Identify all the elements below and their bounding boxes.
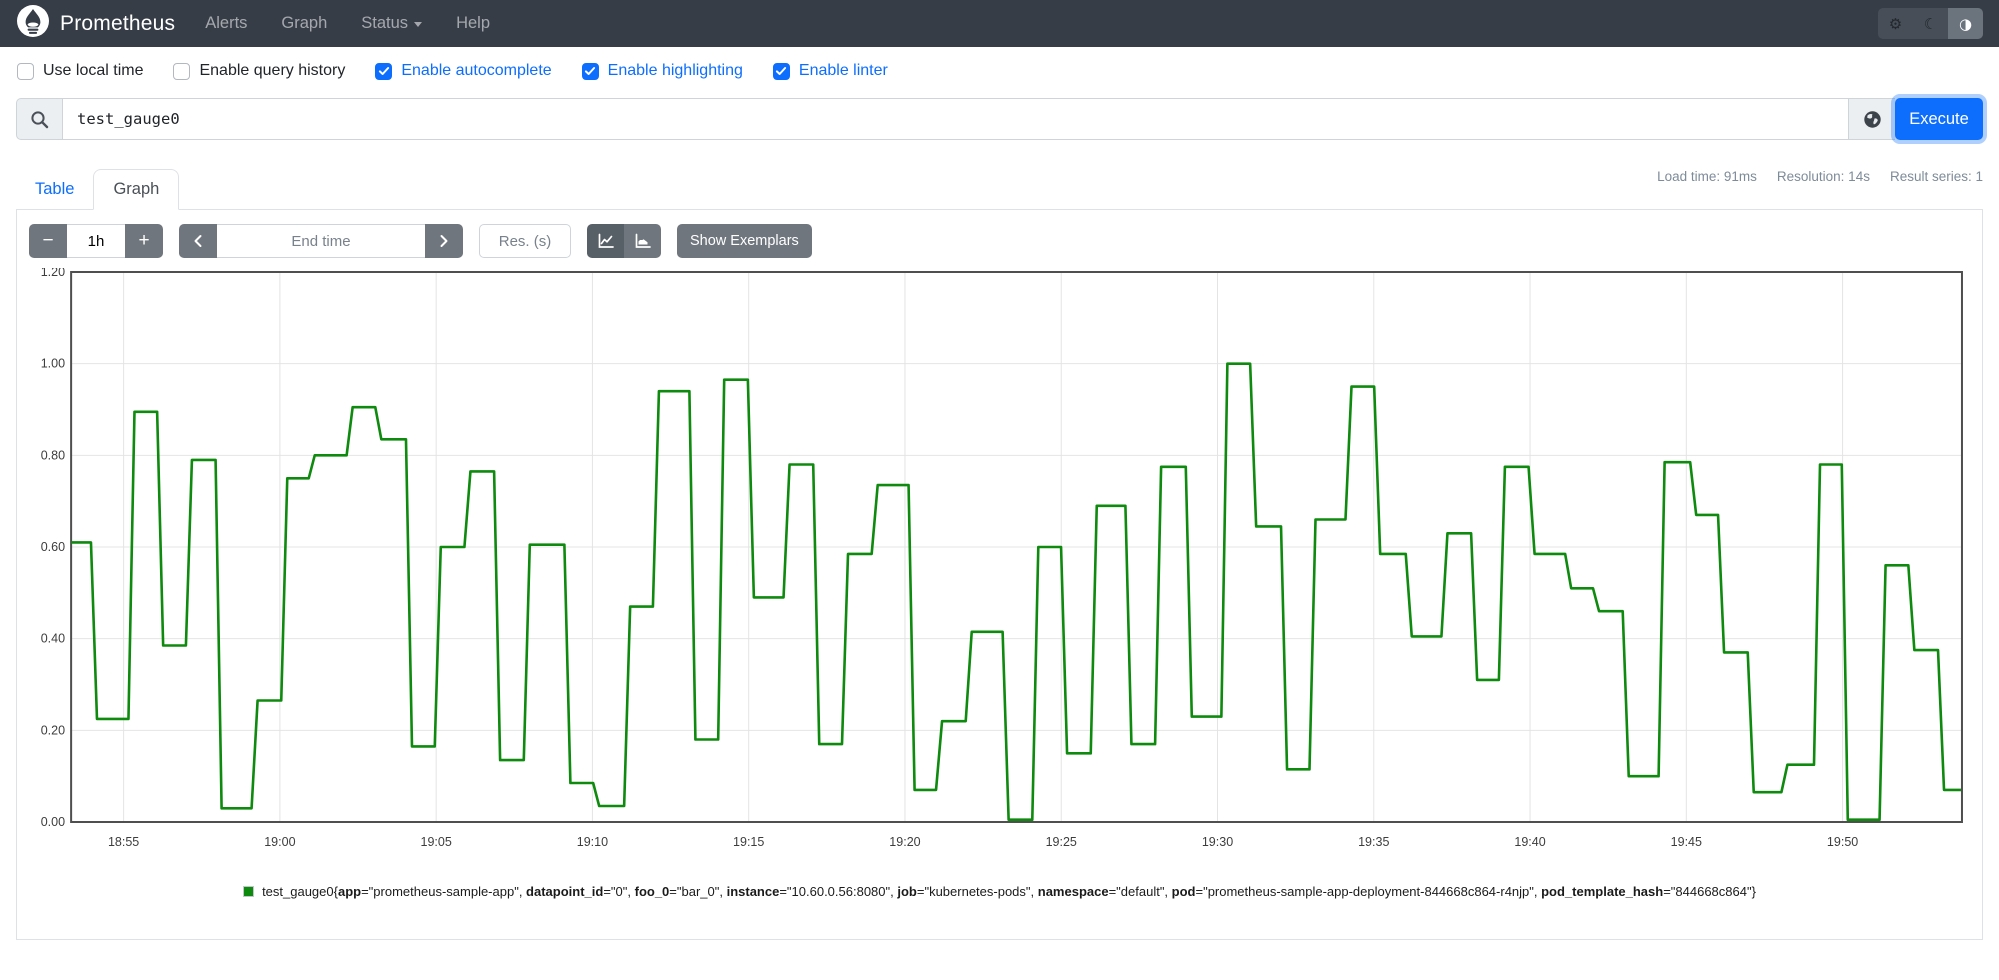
svg-text:19:50: 19:50 [1827, 835, 1858, 849]
chevron-right-icon[interactable] [425, 224, 463, 258]
checkbox-icon[interactable] [581, 62, 599, 80]
nav-link-graph[interactable]: Graph [281, 14, 328, 32]
nav-link-alerts[interactable]: Alerts [205, 14, 248, 32]
stat-item: Resolution: 14s [1776, 169, 1870, 184]
end-time-group [179, 224, 463, 258]
prometheus-logo-icon [16, 4, 50, 43]
expression-input[interactable] [62, 98, 1849, 140]
svg-text:18:55: 18:55 [108, 835, 139, 849]
query-options-row: Use local time Enable query history Enable… [0, 47, 1999, 91]
nav-link-status[interactable]: Status [361, 14, 423, 33]
graph-panel: − + [16, 210, 1983, 940]
option-enable-query-history[interactable]: Enable query history [173, 62, 345, 80]
result-tabs: Table Graph Load time: 91ms Resolution: 1… [16, 165, 1983, 210]
svg-text:19:10: 19:10 [577, 835, 608, 849]
svg-text:0.20: 0.20 [41, 723, 65, 737]
end-time-input[interactable] [217, 224, 425, 258]
option-label: Enable query history [199, 62, 346, 79]
navbar: Prometheus Alerts Graph Status Help ⚙ ☾ ◑ [0, 0, 1999, 47]
globe-icon[interactable] [1849, 98, 1895, 140]
brand-title: Prometheus [60, 11, 176, 35]
checkbox-icon[interactable] [375, 62, 393, 80]
svg-text:19:00: 19:00 [264, 835, 295, 849]
range-stepper: − + [29, 224, 163, 258]
svg-text:0.40: 0.40 [41, 632, 65, 646]
gear-icon[interactable]: ⚙ [1888, 14, 1903, 33]
resolution-input[interactable] [479, 224, 571, 258]
svg-text:0.80: 0.80 [41, 448, 65, 462]
svg-text:19:35: 19:35 [1358, 835, 1389, 849]
stat-item: Load time: 91ms [1657, 169, 1757, 184]
checkbox-icon[interactable] [173, 62, 191, 80]
stacked-chart-icon[interactable] [624, 224, 661, 258]
option-label: Enable linter [798, 62, 888, 79]
tab-table[interactable]: Table [35, 180, 75, 198]
svg-text:19:20: 19:20 [889, 835, 920, 849]
search-icon [16, 98, 62, 140]
nav-links: Alerts Graph Status Help [205, 14, 490, 33]
option-label: Enable highlighting [607, 62, 743, 79]
option-use-local-time[interactable]: Use local time [17, 62, 143, 80]
chevron-left-icon[interactable] [179, 224, 217, 258]
show-exemplars-button[interactable]: Show Exemplars [677, 224, 812, 258]
svg-text:19:05: 19:05 [420, 835, 451, 849]
option-enable-linter[interactable]: Enable linter [772, 62, 888, 80]
line-chart-icon[interactable] [587, 224, 624, 258]
svg-text:19:40: 19:40 [1514, 835, 1545, 849]
option-label: Use local time [43, 62, 144, 79]
moon-icon[interactable]: ☾ [1923, 14, 1938, 33]
range-input[interactable] [67, 224, 125, 258]
execute-button[interactable]: Execute [1895, 98, 1983, 140]
option-label: Enable autocomplete [401, 62, 552, 79]
svg-text:19:15: 19:15 [733, 835, 764, 849]
svg-text:19:30: 19:30 [1202, 835, 1233, 849]
graph-controls: − + [29, 224, 1970, 258]
query-bar: Execute [16, 98, 1983, 140]
decrease-range-button[interactable]: − [29, 224, 67, 258]
query-stats: Load time: 91ms Resolution: 14s Result ser… [1657, 169, 1983, 184]
chevron-down-icon [414, 22, 423, 27]
graph-chart[interactable]: 18:55 19:00 19:05 19:10 19:15 19:20 19:25 19:30… [27, 268, 1972, 860]
svg-text:1.00: 1.00 [41, 357, 65, 371]
increase-range-button[interactable]: + [125, 224, 163, 258]
tab-graph[interactable]: Graph [93, 169, 180, 210]
theme-toggle-group: ⚙ ☾ ◑ [1878, 8, 1983, 39]
svg-text:19:45: 19:45 [1671, 835, 1702, 849]
series-swatch [243, 886, 255, 897]
option-enable-highlighting[interactable]: Enable highlighting [581, 62, 743, 80]
nav-link-help[interactable]: Help [456, 14, 490, 32]
checkbox-icon[interactable] [17, 62, 34, 80]
svg-text:0.60: 0.60 [41, 540, 65, 554]
prometheus-brand[interactable]: Prometheus [16, 4, 175, 43]
checkbox-icon[interactable] [772, 62, 790, 80]
series-label: test_gauge0{app="prometheus-sample-app",… [262, 884, 1756, 899]
series-legend[interactable]: test_gauge0{app="prometheus-sample-app",… [27, 884, 1972, 899]
stat-item: Result series: 1 [1889, 169, 1983, 184]
contrast-icon[interactable]: ◑ [1948, 8, 1983, 39]
svg-text:19:25: 19:25 [1046, 835, 1077, 849]
chart-type-toggle [587, 224, 661, 258]
svg-text:0.00: 0.00 [41, 815, 65, 829]
svg-text:1.20: 1.20 [41, 268, 65, 279]
option-enable-autocomplete[interactable]: Enable autocomplete [375, 62, 552, 80]
